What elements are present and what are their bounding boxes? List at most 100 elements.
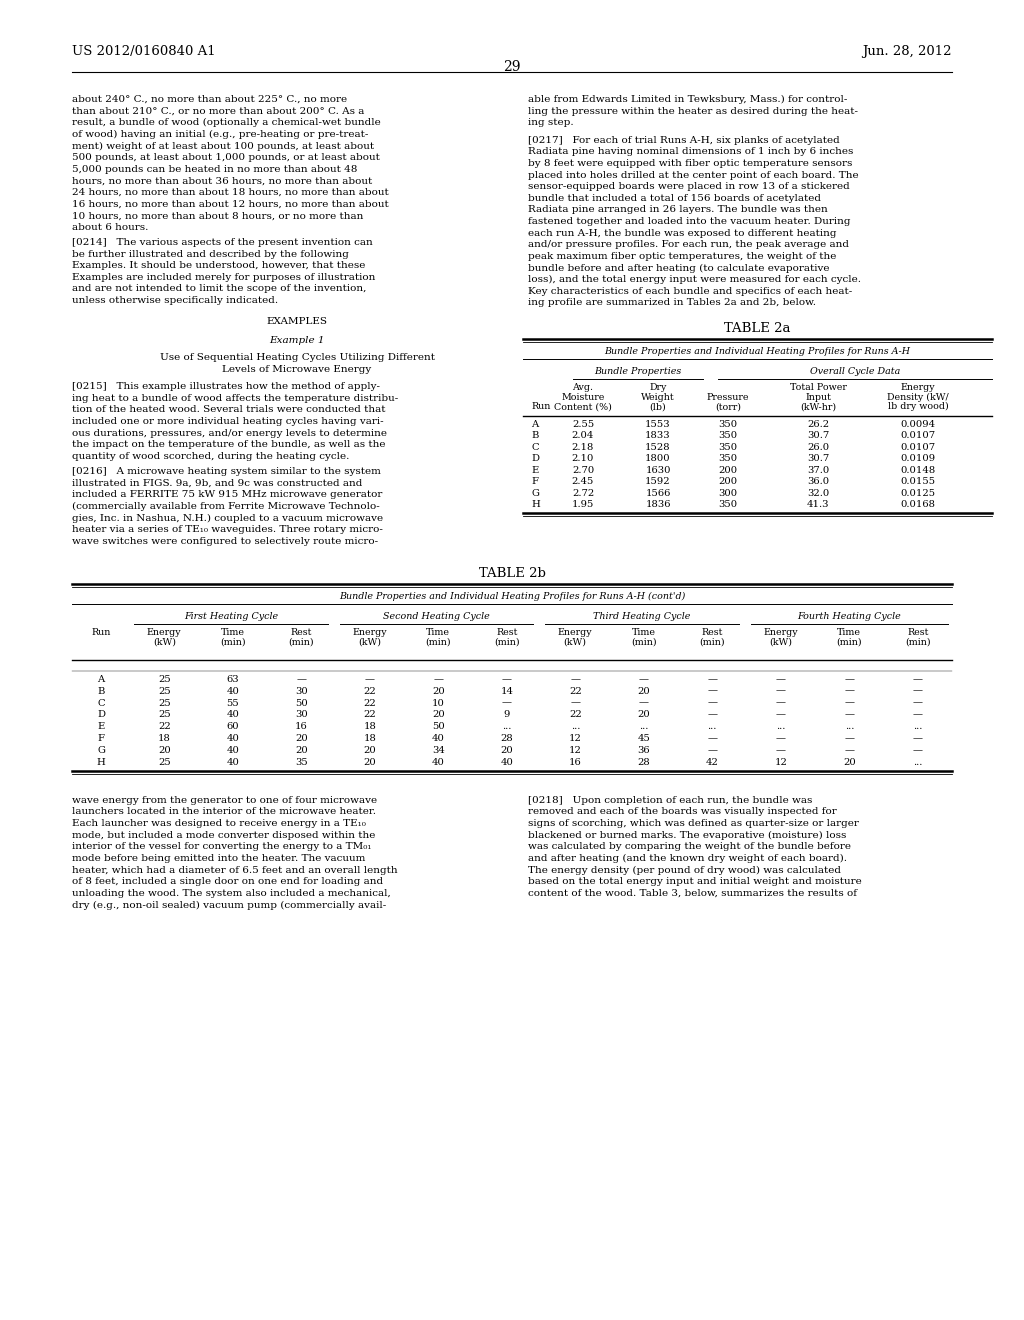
- Text: —: —: [708, 734, 717, 743]
- Text: 1833: 1833: [645, 432, 671, 440]
- Text: removed and each of the boards was visually inspected for: removed and each of the boards was visua…: [528, 808, 837, 816]
- Text: 1.95: 1.95: [571, 500, 594, 510]
- Text: —: —: [844, 746, 854, 755]
- Text: 1836: 1836: [645, 500, 671, 510]
- Text: 16: 16: [295, 722, 307, 731]
- Text: 14: 14: [501, 686, 513, 696]
- Text: —: —: [776, 746, 785, 755]
- Text: —: —: [844, 698, 854, 708]
- Text: 22: 22: [158, 722, 171, 731]
- Text: H: H: [531, 500, 540, 510]
- Text: —: —: [912, 698, 923, 708]
- Text: hours, no more than about 36 hours, no more than about: hours, no more than about 36 hours, no m…: [72, 177, 373, 185]
- Text: (min): (min): [220, 638, 246, 647]
- Text: 350: 350: [719, 454, 737, 463]
- Text: 1566: 1566: [645, 488, 671, 498]
- Text: A: A: [97, 675, 104, 684]
- Text: 20: 20: [364, 758, 376, 767]
- Text: gies, Inc. in Nashua, N.H.) coupled to a vacuum microwave: gies, Inc. in Nashua, N.H.) coupled to a…: [72, 513, 383, 523]
- Text: (torr): (torr): [715, 403, 741, 411]
- Text: 20: 20: [295, 734, 307, 743]
- Text: (min): (min): [905, 638, 931, 647]
- Text: peak maximum fiber optic temperatures, the weight of the: peak maximum fiber optic temperatures, t…: [528, 252, 837, 261]
- Text: —: —: [708, 675, 717, 684]
- Text: Fourth Heating Cycle: Fourth Heating Cycle: [798, 612, 901, 622]
- Text: 20: 20: [158, 746, 171, 755]
- Text: Energy: Energy: [901, 383, 935, 392]
- Text: Examples are included merely for purposes of illustration: Examples are included merely for purpose…: [72, 273, 376, 282]
- Text: 28: 28: [501, 734, 513, 743]
- Text: B: B: [97, 686, 104, 696]
- Text: 20: 20: [501, 746, 513, 755]
- Text: [0214]   The various aspects of the present invention can: [0214] The various aspects of the presen…: [72, 238, 373, 247]
- Text: 0.0125: 0.0125: [900, 488, 936, 498]
- Text: 20: 20: [364, 746, 376, 755]
- Text: Energy: Energy: [558, 628, 593, 638]
- Text: dry (e.g., non-oil sealed) vacuum pump (commercially avail-: dry (e.g., non-oil sealed) vacuum pump (…: [72, 900, 386, 909]
- Text: Levels of Microwave Energy: Levels of Microwave Energy: [222, 364, 372, 374]
- Text: 41.3: 41.3: [807, 500, 829, 510]
- Text: —: —: [296, 675, 306, 684]
- Text: (min): (min): [631, 638, 656, 647]
- Text: and are not intended to limit the scope of the invention,: and are not intended to limit the scope …: [72, 285, 367, 293]
- Text: of 8 feet, included a single door on one end for loading and: of 8 feet, included a single door on one…: [72, 878, 383, 886]
- Text: —: —: [639, 698, 649, 708]
- Text: Time: Time: [838, 628, 861, 638]
- Text: The energy density (per pound of dry wood) was calculated: The energy density (per pound of dry woo…: [528, 866, 841, 875]
- Text: —: —: [708, 710, 717, 719]
- Text: Rest: Rest: [907, 628, 929, 638]
- Text: 30: 30: [295, 710, 307, 719]
- Text: 0.0107: 0.0107: [900, 442, 936, 451]
- Text: —: —: [912, 675, 923, 684]
- Text: 37.0: 37.0: [807, 466, 829, 475]
- Text: (kW): (kW): [358, 638, 381, 647]
- Text: 2.04: 2.04: [571, 432, 594, 440]
- Text: Moisture: Moisture: [561, 392, 605, 401]
- Text: 42: 42: [706, 758, 719, 767]
- Text: Content (%): Content (%): [554, 403, 612, 411]
- Text: 28: 28: [637, 758, 650, 767]
- Text: 12: 12: [568, 734, 582, 743]
- Text: 40: 40: [226, 758, 240, 767]
- Text: Rest: Rest: [291, 628, 312, 638]
- Text: F: F: [531, 478, 538, 486]
- Text: 26.0: 26.0: [807, 442, 829, 451]
- Text: 30: 30: [295, 686, 307, 696]
- Text: heater, which had a diameter of 6.5 feet and an overall length: heater, which had a diameter of 6.5 feet…: [72, 866, 397, 875]
- Text: —: —: [502, 698, 512, 708]
- Text: 16: 16: [569, 758, 582, 767]
- Text: wave energy from the generator to one of four microwave: wave energy from the generator to one of…: [72, 796, 377, 805]
- Text: included one or more individual heating cycles having vari-: included one or more individual heating …: [72, 417, 384, 426]
- Text: 40: 40: [432, 734, 444, 743]
- Text: —: —: [912, 734, 923, 743]
- Text: 45: 45: [637, 734, 650, 743]
- Text: —: —: [708, 686, 717, 696]
- Text: —: —: [912, 686, 923, 696]
- Text: Second Heating Cycle: Second Heating Cycle: [383, 612, 489, 622]
- Text: Examples. It should be understood, however, that these: Examples. It should be understood, howev…: [72, 261, 366, 271]
- Text: quantity of wood scorched, during the heating cycle.: quantity of wood scorched, during the he…: [72, 451, 349, 461]
- Text: 200: 200: [719, 466, 737, 475]
- Text: 0.0094: 0.0094: [900, 420, 936, 429]
- Text: 30.7: 30.7: [807, 454, 829, 463]
- Text: —: —: [708, 746, 717, 755]
- Text: 1800: 1800: [645, 454, 671, 463]
- Text: able from Edwards Limited in Tewksbury, Mass.) for control-: able from Edwards Limited in Tewksbury, …: [528, 95, 848, 104]
- Text: loss), and the total energy input were measured for each cycle.: loss), and the total energy input were m…: [528, 275, 861, 284]
- Text: ...: ...: [708, 722, 717, 731]
- Text: Energy: Energy: [352, 628, 387, 638]
- Text: —: —: [570, 675, 581, 684]
- Text: 22: 22: [569, 686, 582, 696]
- Text: ...: ...: [913, 722, 923, 731]
- Text: 350: 350: [719, 420, 737, 429]
- Text: Run: Run: [531, 403, 550, 411]
- Text: included a FERRITE 75 kW 915 MHz microwave generator: included a FERRITE 75 kW 915 MHz microwa…: [72, 490, 382, 499]
- Text: 350: 350: [719, 432, 737, 440]
- Text: ing heat to a bundle of wood affects the temperature distribu-: ing heat to a bundle of wood affects the…: [72, 393, 398, 403]
- Text: 0.0109: 0.0109: [900, 454, 936, 463]
- Text: Radiata pine arranged in 26 layers. The bundle was then: Radiata pine arranged in 26 layers. The …: [528, 206, 827, 214]
- Text: [0217]   For each of trial Runs A-H, six planks of acetylated: [0217] For each of trial Runs A-H, six p…: [528, 136, 840, 145]
- Text: 25: 25: [158, 686, 171, 696]
- Text: 40: 40: [501, 758, 513, 767]
- Text: wave switches were configured to selectively route micro-: wave switches were configured to selecti…: [72, 537, 378, 545]
